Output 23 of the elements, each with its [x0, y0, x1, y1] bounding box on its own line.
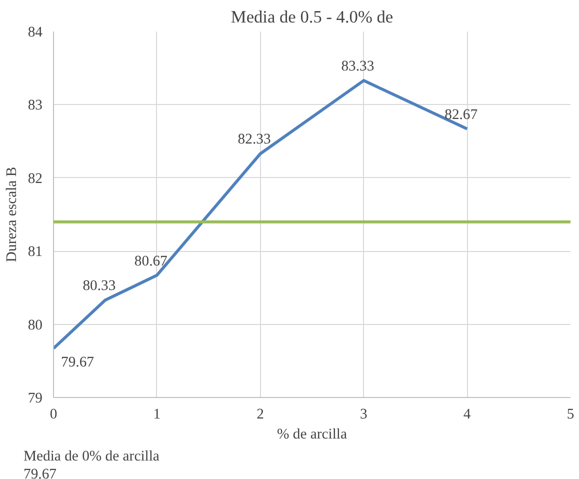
x-tick-label: 4 — [463, 406, 472, 422]
x-tick-label: 1 — [153, 406, 161, 422]
y-axis-title: Dureza escala B — [4, 166, 20, 262]
y-tick-label: 81 — [28, 244, 42, 260]
data-label: 83.33 — [341, 58, 374, 75]
y-tick-label: 82 — [28, 170, 42, 187]
y-tick-label: 79 — [28, 390, 42, 406]
data-label: 80.67 — [134, 253, 168, 270]
chart-title: Media de 0.5 - 4.0% de — [230, 8, 394, 26]
x-tick-label: 0 — [50, 406, 58, 422]
text: Media de 0% de arcilla — [24, 448, 160, 464]
x-tick-label: 2 — [256, 406, 264, 422]
y-tick-label: 80 — [28, 317, 42, 334]
data-label: 82.33 — [238, 132, 271, 148]
y-tick-label: 84 — [28, 24, 44, 40]
x-tick-label: 3 — [360, 406, 368, 422]
text: 79.67 — [24, 466, 56, 479]
x-axis-title: % de arcilla — [277, 426, 348, 442]
data-label: 79.67 — [61, 354, 94, 370]
x-tick-label: 5 — [566, 406, 574, 422]
y-tick-label: 83 — [28, 98, 42, 114]
data-label: 80.33 — [82, 278, 116, 294]
data-label: 82.67 — [444, 106, 478, 123]
